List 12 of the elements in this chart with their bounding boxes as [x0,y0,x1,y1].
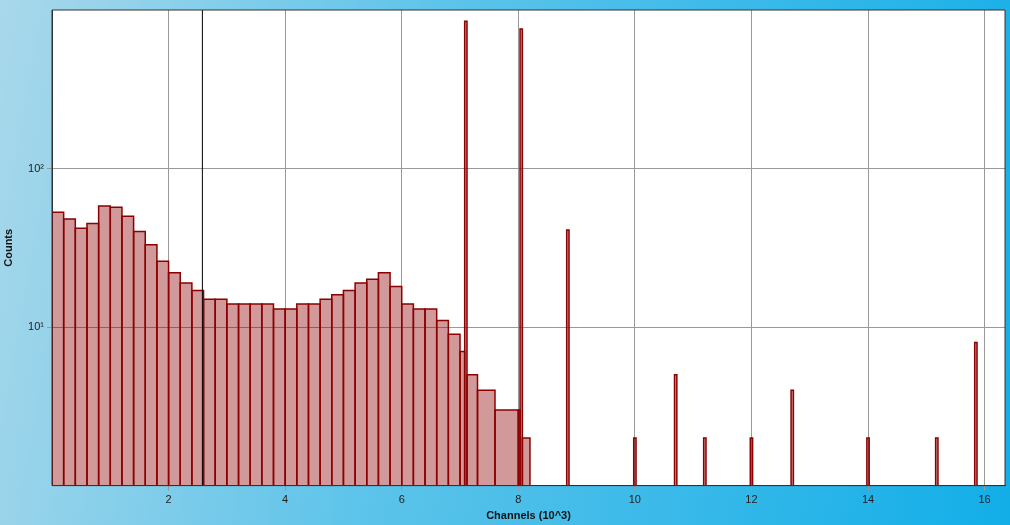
x-tick-label: 12 [745,493,758,506]
y-axis-title: Counts [1,228,14,267]
x-tick-label: 14 [861,493,875,506]
y-tick-label: 10¹ [28,320,45,333]
x-axis-title: Channels (10^3) [486,509,572,522]
x-tick-label: 6 [398,493,405,506]
x-tick-label: 8 [515,493,522,506]
x-tick-label: 4 [282,493,289,506]
y-tick-label: 10² [28,161,45,174]
x-tick-label: 16 [978,493,991,506]
x-tick-label: 10 [628,493,641,506]
x-tick-label: 2 [165,493,172,506]
